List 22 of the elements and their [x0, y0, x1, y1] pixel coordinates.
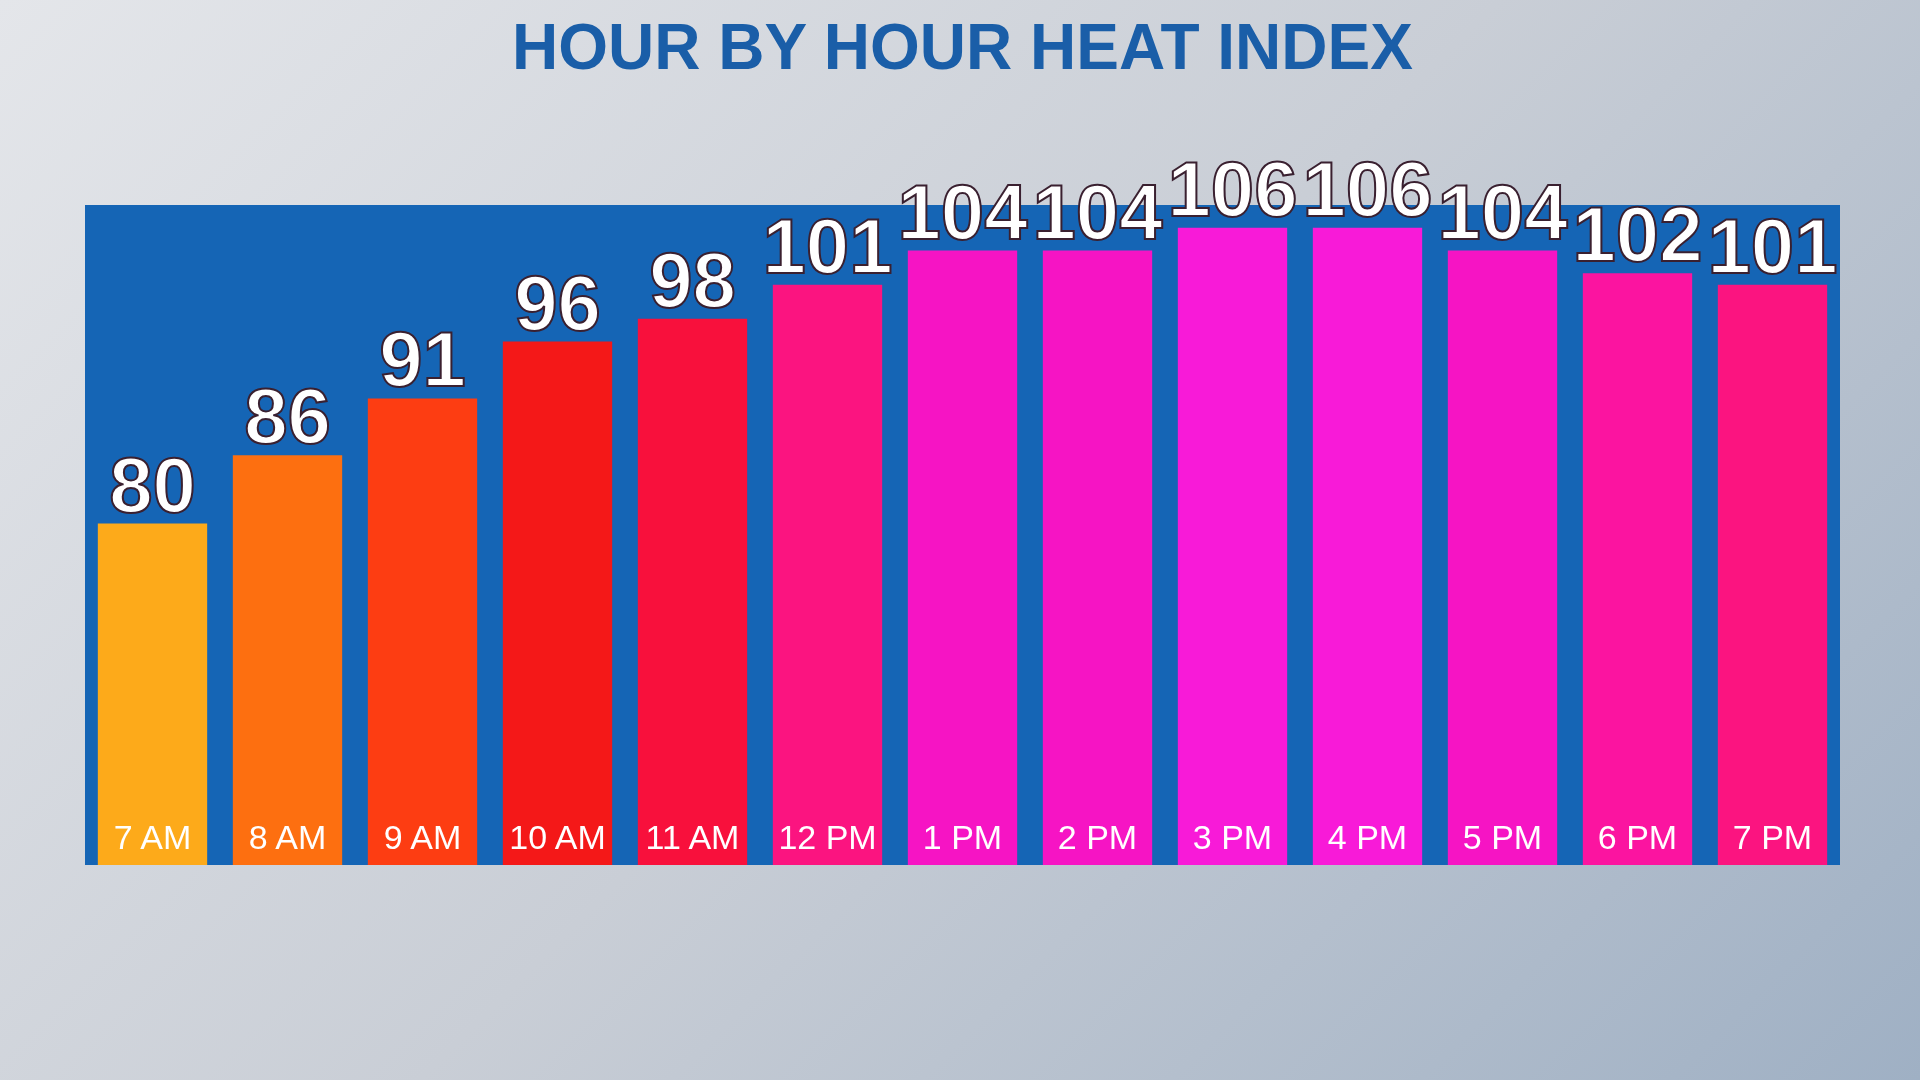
x-tick-label: 4 PM [1327, 817, 1408, 856]
chart-title: HOUR BY HOUR HEAT INDEX [512, 10, 1414, 83]
data-label: 80 [109, 440, 196, 529]
data-label: 86 [244, 372, 331, 461]
data-label: 96 [514, 258, 601, 347]
x-tick-label: 10 AM [509, 817, 606, 856]
x-tick-label: 7 AM [113, 817, 192, 856]
data-label: 101 [762, 201, 893, 290]
x-tick-label: 12 PM [778, 817, 877, 856]
data-label: 102 [1572, 190, 1703, 279]
x-tick-label: 6 PM [1597, 817, 1678, 856]
x-tick-label: 3 PM [1192, 817, 1273, 856]
data-label: 101 [1707, 201, 1838, 290]
data-label: 98 [649, 235, 736, 324]
x-tick-label: 9 AM [383, 817, 462, 856]
x-tick-label: 1 PM [922, 817, 1003, 856]
x-tick-label: 2 PM [1057, 817, 1138, 856]
data-label: 91 [379, 315, 466, 404]
x-tick-label: 7 PM [1732, 817, 1813, 856]
x-tick-label: 5 PM [1462, 817, 1543, 856]
x-tick-label: 11 AM [645, 817, 740, 856]
x-tick-label: 8 AM [248, 817, 327, 856]
